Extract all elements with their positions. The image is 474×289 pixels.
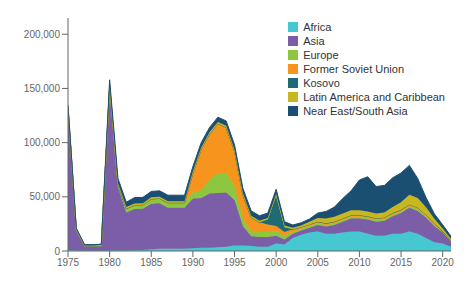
html-text:Africa: Africa — [303, 21, 332, 33]
svg-text:2020: 2020 — [432, 257, 455, 268]
svg-text:1990: 1990 — [182, 257, 205, 268]
svg-text:1985: 1985 — [140, 257, 163, 268]
html-text:Former Soviet Union: Former Soviet Union — [303, 63, 404, 75]
svg-text:2015: 2015 — [390, 257, 413, 268]
svg-text:2000: 2000 — [265, 257, 288, 268]
svg-text:150,000: 150,000 — [24, 83, 61, 94]
svg-text:1980: 1980 — [99, 257, 122, 268]
html-text:Europe: Europe — [303, 49, 339, 61]
svg-text:0: 0 — [54, 246, 60, 257]
svg-text:1975: 1975 — [57, 257, 80, 268]
svg-text:50,000: 50,000 — [29, 191, 60, 202]
svg-text:1995: 1995 — [223, 257, 246, 268]
html-text:Latin America and Caribbean: Latin America and Caribbean — [303, 91, 445, 103]
svg-text:2005: 2005 — [307, 257, 330, 268]
svg-text:100,000: 100,000 — [24, 137, 61, 148]
html-text:Near East/South Asia: Near East/South Asia — [303, 105, 408, 117]
svg-text:200,000: 200,000 — [24, 29, 61, 40]
svg-text:2010: 2010 — [348, 257, 371, 268]
html-text:Asia: Asia — [303, 35, 325, 47]
html-text:Kosovo: Kosovo — [303, 77, 340, 89]
